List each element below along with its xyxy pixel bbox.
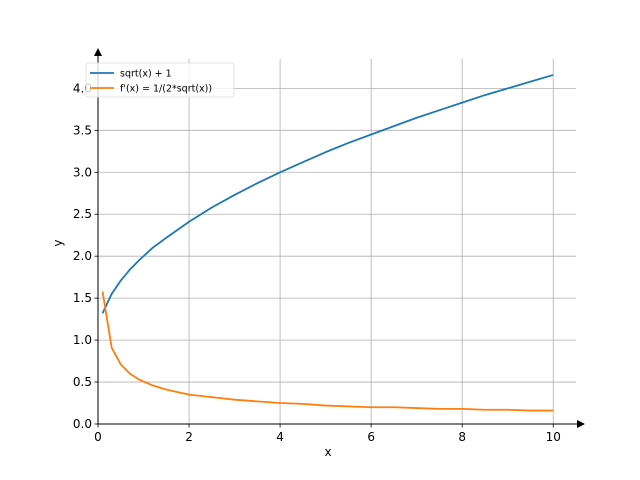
data-point	[439, 408, 441, 410]
y-tick-label: 2.0	[73, 249, 92, 263]
x-tick-label: 2	[185, 430, 193, 444]
data-point	[111, 293, 113, 295]
data-point	[188, 221, 190, 223]
legend-label: sqrt(x) + 1	[120, 69, 172, 80]
data-point	[111, 347, 113, 349]
data-point	[347, 142, 349, 144]
data-point	[138, 379, 140, 381]
y-axis-arrow-icon	[94, 48, 102, 56]
data-point	[302, 161, 304, 163]
data-point	[325, 405, 327, 407]
y-tick-label: 0.0	[73, 417, 92, 431]
data-point	[507, 87, 509, 89]
data-point	[129, 373, 131, 375]
ticks: 0 2 4 6 8 100.00.51.01.52.02.53.03.54.0	[73, 81, 561, 444]
y-tick-label: 3.0	[73, 165, 92, 179]
x-tick-label: 4	[276, 430, 284, 444]
data-point	[234, 194, 236, 196]
series-line-0	[101, 74, 554, 314]
data-point	[152, 247, 154, 249]
data-point	[138, 259, 140, 261]
x-tick-label: 8	[458, 430, 466, 444]
data-point	[530, 81, 532, 83]
data-point	[188, 394, 190, 396]
y-tick-label: 1.0	[73, 333, 92, 347]
series-line-1	[101, 291, 554, 412]
legend: sqrt(x) + 1 f'(x) = 1/(2*sqrt(x))	[85, 62, 235, 98]
data-point	[102, 312, 104, 314]
data-point	[347, 405, 349, 407]
y-tick-label: 1.5	[73, 291, 92, 305]
x-tick-label: 6	[367, 430, 375, 444]
y-tick-label: 3.5	[73, 123, 92, 137]
data-point	[102, 291, 104, 293]
data-point	[165, 237, 167, 239]
data-point	[152, 385, 154, 387]
data-point	[461, 408, 463, 410]
data-point	[552, 410, 554, 412]
data-point	[279, 402, 281, 404]
data-point	[439, 109, 441, 111]
series-lines	[101, 74, 554, 412]
x-tick-label: 10	[546, 430, 561, 444]
grid	[97, 59, 576, 425]
data-point	[302, 403, 304, 405]
data-point	[211, 396, 213, 398]
data-point	[552, 74, 554, 76]
data-point	[416, 117, 418, 119]
y-tick-label: 2.5	[73, 207, 92, 221]
y-axis-label: y	[51, 239, 65, 246]
data-point	[234, 399, 236, 401]
data-point	[461, 102, 463, 104]
data-point	[120, 280, 122, 282]
data-point	[530, 410, 532, 412]
x-tick-label: 0	[94, 430, 102, 444]
legend-box	[85, 62, 235, 98]
data-point	[393, 406, 395, 408]
data-point	[279, 171, 281, 173]
data-point	[416, 407, 418, 409]
data-point	[120, 364, 122, 366]
data-point	[393, 125, 395, 127]
data-point	[484, 94, 486, 96]
data-point	[370, 406, 372, 408]
data-point	[370, 134, 372, 136]
data-point	[256, 182, 258, 184]
data-point	[325, 151, 327, 153]
data-point	[129, 269, 131, 271]
data-point	[165, 389, 167, 391]
data-point	[484, 409, 486, 411]
legend-label: f'(x) = 1/(2*sqrt(x))	[120, 84, 212, 95]
data-point	[507, 409, 509, 411]
axes	[94, 48, 585, 428]
y-tick-label: 0.5	[73, 375, 92, 389]
data-point	[211, 207, 213, 209]
data-point	[256, 400, 258, 402]
x-axis-label: x	[324, 445, 331, 459]
x-axis-arrow-icon	[577, 420, 585, 428]
